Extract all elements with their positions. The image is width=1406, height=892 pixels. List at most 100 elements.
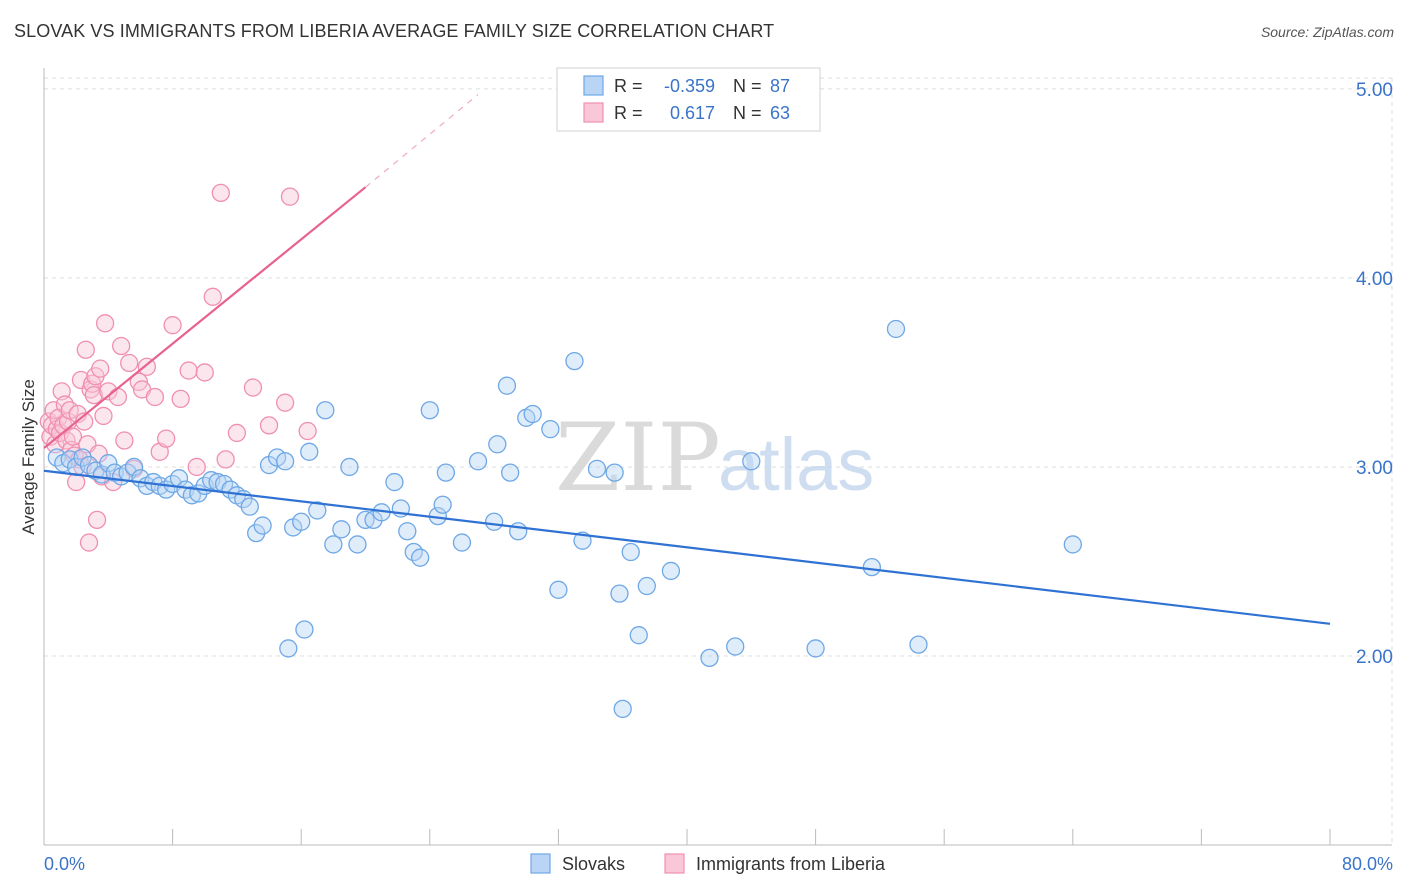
liberia-point xyxy=(298,421,317,441)
liberia-point xyxy=(84,385,103,405)
liberia-point xyxy=(243,378,263,397)
slovaks-point xyxy=(99,454,118,473)
legend-r-value-slovaks: -0.359 xyxy=(664,76,715,96)
liberia-trend-extension xyxy=(365,94,479,188)
slovaks-point xyxy=(332,520,351,539)
liberia-point xyxy=(94,406,113,426)
legend-n-label-liberia: N = xyxy=(733,103,762,123)
slovaks-point xyxy=(806,639,825,658)
liberia-point xyxy=(203,287,222,306)
watermark: ZIP atlas xyxy=(555,404,874,513)
legend-r-value-liberia: 0.617 xyxy=(670,103,715,123)
slovaks-point xyxy=(742,452,761,471)
liberia-point xyxy=(63,427,83,446)
legend-bottom-swatch-liberia xyxy=(664,853,685,874)
chart-title: SLOVAK VS IMMIGRANTS FROM LIBERIA AVERAG… xyxy=(14,21,775,41)
slovaks-point xyxy=(909,635,928,654)
legend-bottom-label-slovaks: Slovaks xyxy=(562,854,625,874)
liberia-point xyxy=(157,429,176,448)
slovaks-point xyxy=(468,452,488,471)
slovaks-point xyxy=(488,435,507,454)
slovaks-point xyxy=(182,486,202,505)
stats-legend: R = -0.359 N = 87 R = 0.617 N = 63 xyxy=(556,67,821,132)
liberia-point xyxy=(216,450,235,469)
slovaks-point xyxy=(385,472,404,492)
slovaks-point xyxy=(253,516,272,535)
liberia-point xyxy=(195,363,214,382)
slovaks-point xyxy=(324,535,343,554)
slovaks-point xyxy=(700,648,719,668)
liberia-point xyxy=(259,416,279,435)
y-tick-label: 4.00 xyxy=(1356,269,1393,290)
x-tick-label-min: 0.0% xyxy=(44,854,85,874)
slovaks-point xyxy=(436,463,456,482)
slovaks-point xyxy=(300,442,319,461)
legend-n-value-liberia: 63 xyxy=(770,103,790,123)
slovaks-point xyxy=(420,401,439,420)
slovaks-point xyxy=(398,522,417,541)
slovaks-point xyxy=(605,463,624,482)
y-tick-label: 3.00 xyxy=(1356,458,1393,479)
slovaks-point xyxy=(247,523,266,543)
slovaks-point xyxy=(610,584,629,603)
y-tick-labels: 2.00 3.00 4.00 5.00 xyxy=(1356,80,1393,668)
slovaks-point xyxy=(308,501,327,520)
slovaks-point xyxy=(637,576,656,596)
legend-bottom-swatch-slovaks xyxy=(530,853,551,874)
slovaks-point xyxy=(587,459,607,478)
liberia-point xyxy=(71,370,91,390)
y-tick-label: 5.00 xyxy=(1356,80,1393,101)
slovaks-point xyxy=(497,376,517,395)
legend-r-label-liberia: R = xyxy=(614,103,643,123)
axes xyxy=(43,68,1392,846)
y-axis-label: Average Family Size xyxy=(19,379,38,535)
liberia-point xyxy=(115,431,134,450)
slovaks-point xyxy=(484,512,504,531)
slovaks-point xyxy=(316,401,335,420)
slovaks-point xyxy=(509,522,528,541)
liberia-point xyxy=(76,340,95,359)
legend-r-label-slovaks: R = xyxy=(614,76,643,96)
liberia-point xyxy=(227,423,247,443)
slovaks-point xyxy=(292,512,311,531)
x-tick-label-max: 80.0% xyxy=(1342,854,1393,874)
slovaks-point xyxy=(726,637,745,656)
liberia-trend-line xyxy=(43,186,367,449)
slovaks-point xyxy=(433,495,452,514)
slovaks-point xyxy=(886,319,906,339)
liberia-point xyxy=(171,389,190,409)
legend-swatch-slovaks xyxy=(583,75,604,96)
slovaks-point xyxy=(275,452,295,471)
liberia-point xyxy=(145,387,165,407)
slovaks-point xyxy=(661,561,681,581)
slovaks-point xyxy=(621,542,640,562)
slovaks-point xyxy=(348,535,367,554)
legend-n-value-slovaks: 87 xyxy=(770,76,790,96)
slovaks-point xyxy=(541,419,560,439)
slovaks-point xyxy=(613,699,632,719)
liberia-point xyxy=(87,510,107,530)
slovaks-point xyxy=(240,497,259,516)
slovaks-point xyxy=(452,533,472,552)
slovaks-point xyxy=(73,448,92,467)
liberia-point xyxy=(108,387,128,407)
slovaks-point xyxy=(501,463,520,482)
liberia-point xyxy=(179,361,198,380)
liberia-point xyxy=(99,382,118,401)
legend-n-label-slovaks: N = xyxy=(733,76,762,96)
trend-lines xyxy=(43,94,1331,625)
liberia-point xyxy=(95,314,115,333)
slovaks-point xyxy=(340,457,359,477)
slovaks-point xyxy=(565,351,584,371)
series-legend: Slovaks Immigrants from Liberia xyxy=(530,853,886,874)
slovaks-point xyxy=(411,548,430,567)
slovaks-point xyxy=(862,557,882,577)
legend-bottom-label-liberia: Immigrants from Liberia xyxy=(696,854,886,874)
watermark-zip: ZIP xyxy=(555,404,721,513)
liberia-point xyxy=(187,457,206,477)
source-label: Source: ZipAtlas.com xyxy=(1260,24,1394,40)
slovaks-trend-line xyxy=(43,469,1331,625)
slovaks-point xyxy=(549,580,568,599)
liberia-point xyxy=(275,393,295,412)
